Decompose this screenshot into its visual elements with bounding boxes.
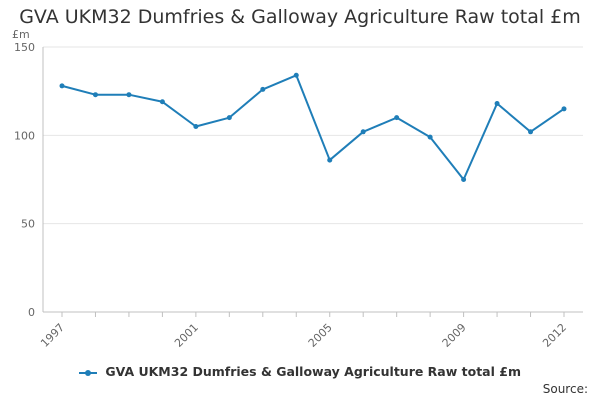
y-axis-ticks: 0 50 100 150 [14, 41, 35, 319]
legend[interactable]: GVA UKM32 Dumfries & Galloway Agricultur… [0, 364, 600, 379]
y-axis-label: £m [12, 28, 30, 41]
data-point[interactable] [59, 83, 65, 89]
y-tick-label: 150 [14, 41, 35, 54]
data-point[interactable] [528, 129, 534, 135]
x-tick-label: 1997 [38, 321, 67, 350]
y-tick-label: 100 [14, 129, 35, 142]
data-point[interactable] [327, 157, 333, 163]
chart-title: GVA UKM32 Dumfries & Galloway Agricultur… [19, 6, 581, 28]
source-label: Source: [542, 382, 588, 396]
x-tick-label: 2005 [306, 321, 335, 350]
axes [42, 47, 583, 317]
data-point[interactable] [92, 92, 98, 98]
data-point[interactable] [494, 101, 500, 107]
data-point[interactable] [159, 99, 165, 105]
data-point[interactable] [193, 124, 199, 129]
x-tick-label: 2009 [440, 321, 469, 350]
data-point[interactable] [126, 92, 132, 98]
x-axis-ticks: 1997 2001 2005 2009 2012 [38, 321, 569, 350]
series [59, 72, 567, 182]
legend-label: GVA UKM32 Dumfries & Galloway Agricultur… [105, 364, 521, 379]
data-point[interactable] [226, 115, 232, 121]
data-point[interactable] [561, 106, 567, 112]
y-tick-label: 50 [21, 218, 35, 231]
data-point[interactable] [461, 177, 467, 182]
gridlines [43, 46, 583, 225]
data-point[interactable] [260, 86, 266, 92]
data-point[interactable] [427, 134, 433, 140]
y-tick-label: 0 [28, 306, 35, 319]
data-point[interactable] [360, 129, 366, 135]
legend-swatch [79, 368, 97, 378]
x-tick-label: 2012 [540, 321, 569, 350]
series-line [61, 74, 565, 181]
data-point[interactable] [293, 72, 299, 78]
x-tick-label: 2001 [172, 321, 201, 350]
data-point[interactable] [394, 115, 400, 121]
